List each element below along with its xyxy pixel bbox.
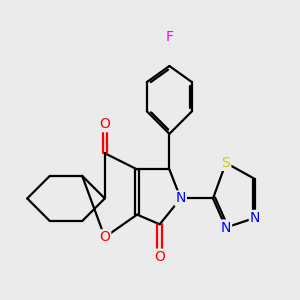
Text: N: N [250,211,260,225]
Text: S: S [221,156,230,170]
Text: N: N [221,220,231,235]
Text: O: O [99,117,110,131]
Text: O: O [154,250,165,264]
Text: N: N [176,191,186,206]
Text: O: O [99,230,110,244]
Text: F: F [165,30,173,44]
